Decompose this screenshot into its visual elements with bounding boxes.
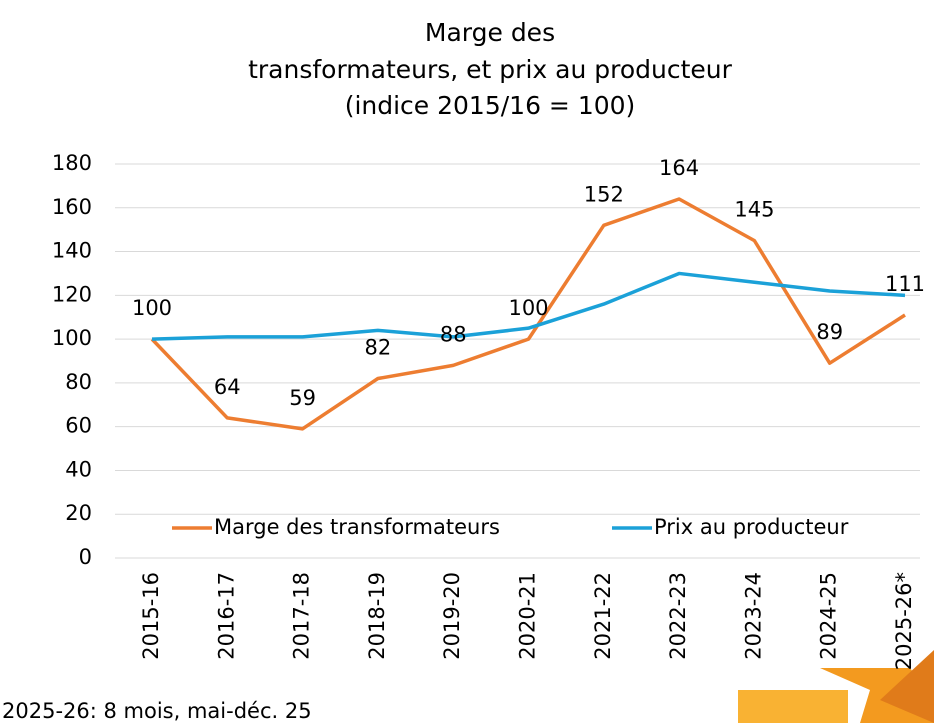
y-tick-label: 140 xyxy=(52,239,92,263)
x-tick-label: 2025-26* xyxy=(892,572,916,670)
line-series xyxy=(150,197,906,431)
y-tick-label: 40 xyxy=(65,457,92,481)
legend-label: Marge des transformateurs xyxy=(214,515,500,539)
legend-label: Prix au producteur xyxy=(654,515,849,539)
x-tick-label: 2024-25 xyxy=(817,572,841,660)
y-tick-label: 80 xyxy=(65,370,92,394)
data-label: 100 xyxy=(508,296,548,320)
data-label: 164 xyxy=(659,156,699,180)
x-tick-label: 2020-21 xyxy=(516,572,540,660)
y-tick-label: 160 xyxy=(52,195,92,219)
x-tick-label: 2023-24 xyxy=(741,572,765,660)
y-tick-label: 60 xyxy=(65,414,92,438)
line-series xyxy=(151,271,906,341)
data-label: 111 xyxy=(885,272,925,296)
data-label: 82 xyxy=(365,336,392,360)
chart-title: Marge des xyxy=(425,18,555,47)
y-tick-label: 180 xyxy=(52,151,92,175)
chart-title: transformateurs, et prix au producteur xyxy=(248,55,733,84)
x-tick-label: 2019-20 xyxy=(440,572,464,660)
data-label: 89 xyxy=(816,320,843,344)
y-tick-label: 120 xyxy=(52,282,92,306)
data-label: 145 xyxy=(734,198,774,222)
footnote: 2025-26: 8 mois, mai-déc. 25 xyxy=(2,699,312,723)
data-label: 152 xyxy=(584,182,624,206)
x-tick-label: 2017-18 xyxy=(290,572,314,660)
data-label: 100 xyxy=(132,296,172,320)
chart-title: (indice 2015/16 = 100) xyxy=(345,91,636,120)
data-label: 64 xyxy=(214,375,241,399)
x-tick-label: 2021-22 xyxy=(591,572,615,660)
y-tick-label: 0 xyxy=(79,545,92,569)
arrow-decoration xyxy=(738,650,934,723)
data-label: 59 xyxy=(289,386,316,410)
x-tick-label: 2022-23 xyxy=(666,572,690,660)
y-tick-label: 20 xyxy=(65,501,92,525)
data-label: 88 xyxy=(440,322,467,346)
x-tick-label: 2018-19 xyxy=(365,572,389,660)
x-tick-label: 2016-17 xyxy=(214,572,238,660)
x-tick-label: 2015-16 xyxy=(139,572,163,660)
y-tick-label: 100 xyxy=(52,326,92,350)
